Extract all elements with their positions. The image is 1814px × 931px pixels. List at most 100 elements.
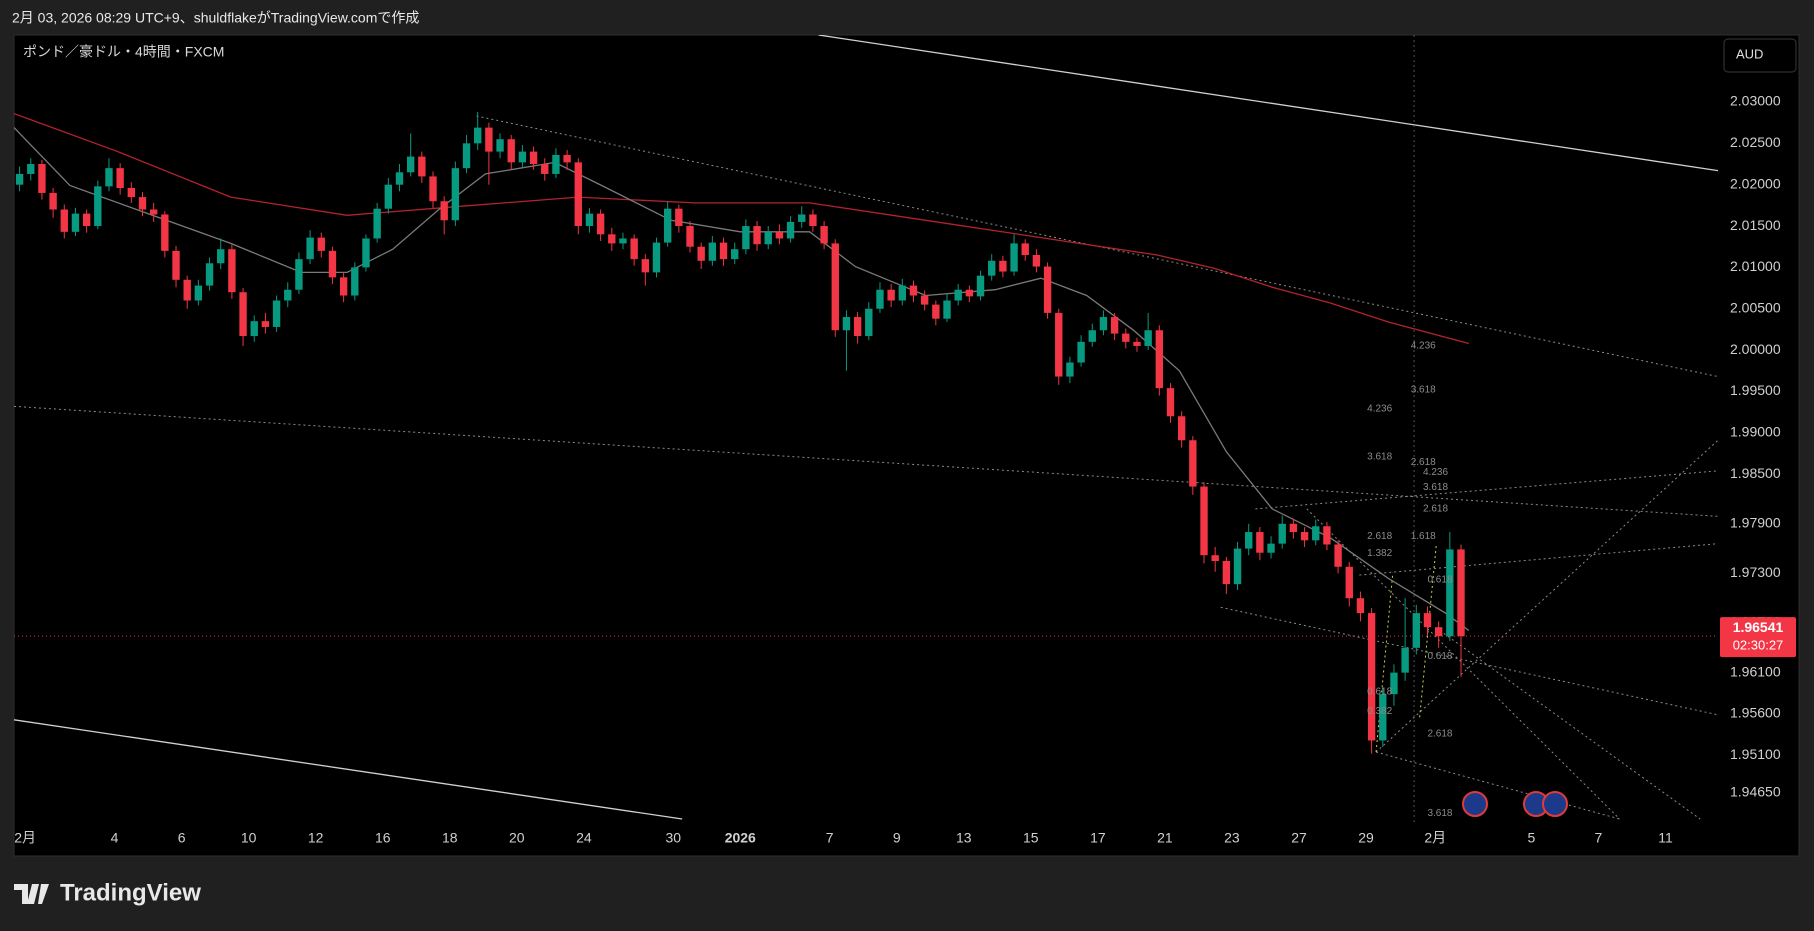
x-tick-label: 18 — [442, 830, 458, 846]
symbol-title: ポンド／豪ドル・4時間・FXCM — [23, 44, 224, 60]
x-tick-label: 10 — [241, 830, 257, 846]
candle-body — [440, 201, 448, 221]
y-tick-label: 1.97300 — [1730, 564, 1781, 580]
candle-body — [1110, 317, 1119, 334]
chart-panel — [13, 34, 1800, 857]
trend-line — [818, 35, 1718, 172]
fib-label: 3.618 — [1367, 451, 1392, 462]
candle-body — [976, 275, 985, 297]
price-badge — [1720, 617, 1796, 658]
y-tick-label: 1.98500 — [1730, 465, 1781, 481]
y-tick-label: 2.00000 — [1730, 341, 1781, 357]
candle-body — [116, 168, 124, 189]
candle-body — [1166, 388, 1175, 417]
candle-body — [1043, 266, 1052, 313]
fib-label: 3.618 — [1411, 384, 1436, 395]
y-tick-label: 2.02000 — [1730, 175, 1781, 191]
candle-body — [1211, 555, 1219, 561]
candle-body — [943, 300, 951, 319]
x-tick-label: 17 — [1090, 830, 1106, 846]
candle-body — [373, 208, 381, 239]
candle-body — [384, 184, 393, 209]
candle-body — [1446, 549, 1454, 637]
candle-body — [697, 246, 705, 261]
trend-line-dotted — [1306, 508, 1621, 820]
trend-line — [14, 719, 683, 820]
candle-body — [1256, 532, 1264, 553]
candle-body — [228, 249, 236, 293]
fib-label: 0.618 — [1427, 575, 1452, 586]
trend-line-dotted — [1419, 543, 1437, 718]
candle-body — [149, 209, 158, 215]
candle-body — [1401, 647, 1409, 673]
candle-body — [451, 168, 460, 221]
y-tick-label: 1.96100 — [1730, 663, 1781, 679]
brand-name: TradingView — [60, 879, 201, 906]
candle-body — [809, 214, 817, 227]
candle-body — [563, 154, 571, 163]
event-icon[interactable] — [1462, 791, 1488, 817]
candle-body — [1289, 523, 1298, 533]
fib-label: 0.618 — [1367, 686, 1392, 697]
candle-body — [250, 321, 258, 337]
candle-body — [541, 164, 549, 174]
candle-body — [1155, 330, 1163, 389]
candle-body — [1055, 312, 1063, 377]
fib-label: 4.236 — [1423, 467, 1448, 478]
candle-body — [172, 250, 180, 280]
currency-label[interactable]: AUD — [1736, 46, 1763, 61]
candle-body — [1457, 549, 1465, 637]
moving-average — [14, 127, 1470, 632]
y-tick-label: 2.02500 — [1730, 134, 1781, 150]
trend-line-dotted — [1359, 543, 1718, 576]
candle-body — [362, 238, 370, 268]
candle-body — [585, 213, 594, 227]
candle-body — [261, 321, 270, 327]
candle-body — [105, 168, 113, 187]
candle-body — [94, 186, 102, 227]
candle-body — [1233, 548, 1242, 585]
candle-body — [518, 151, 527, 163]
trend-line-dotted — [1255, 470, 1718, 510]
candle-body — [474, 127, 482, 144]
y-tick-label: 2.03000 — [1730, 93, 1781, 109]
candle-body — [954, 289, 962, 301]
candle-body — [1177, 416, 1186, 441]
candle-body — [1300, 532, 1309, 541]
candle-body — [988, 260, 996, 276]
candle-body — [1356, 598, 1365, 614]
plot-area: 4.2363.6184.2363.6182.6184.2363.6182.618… — [14, 35, 1718, 824]
y-tick-label: 1.94650 — [1730, 783, 1781, 799]
currency-button[interactable] — [1723, 38, 1797, 73]
candle-body — [339, 277, 348, 296]
candle-body — [1032, 254, 1041, 267]
candle-body — [574, 162, 582, 227]
candle-body — [909, 285, 918, 296]
candle-body — [686, 226, 694, 247]
candle-body — [406, 156, 415, 173]
candle-body — [1133, 341, 1141, 346]
x-tick-label: 4 — [111, 830, 119, 846]
candle-body — [1367, 613, 1376, 741]
x-tick-label: 6 — [178, 830, 186, 846]
candle-body — [82, 213, 91, 227]
price-badge-countdown: 02:30:27 — [1733, 638, 1784, 653]
x-tick-label: 5 — [1527, 830, 1535, 846]
y-tick-label: 1.95100 — [1730, 746, 1781, 762]
candle-body — [183, 279, 191, 301]
axes: 2.03000 2.02500 2.02000 2.01500 2.01000 2.005… — [14, 93, 1796, 846]
x-tick-label: 16 — [375, 830, 391, 846]
trend-line-dotted — [476, 115, 1718, 378]
y-tick-label: 2.01500 — [1730, 217, 1781, 233]
candle-body — [429, 176, 437, 202]
y-tick-label: 1.95600 — [1730, 705, 1781, 721]
candle-body — [1077, 341, 1085, 363]
event-icon[interactable] — [1542, 791, 1568, 817]
x-tick-label: 11 — [1658, 830, 1673, 846]
trend-line-dotted — [1375, 439, 1718, 753]
candle-body — [485, 127, 493, 152]
candle-body — [317, 237, 325, 251]
candle-body — [920, 295, 929, 305]
x-tick-label: 20 — [509, 830, 525, 846]
brand-logo: TradingView — [14, 879, 201, 906]
